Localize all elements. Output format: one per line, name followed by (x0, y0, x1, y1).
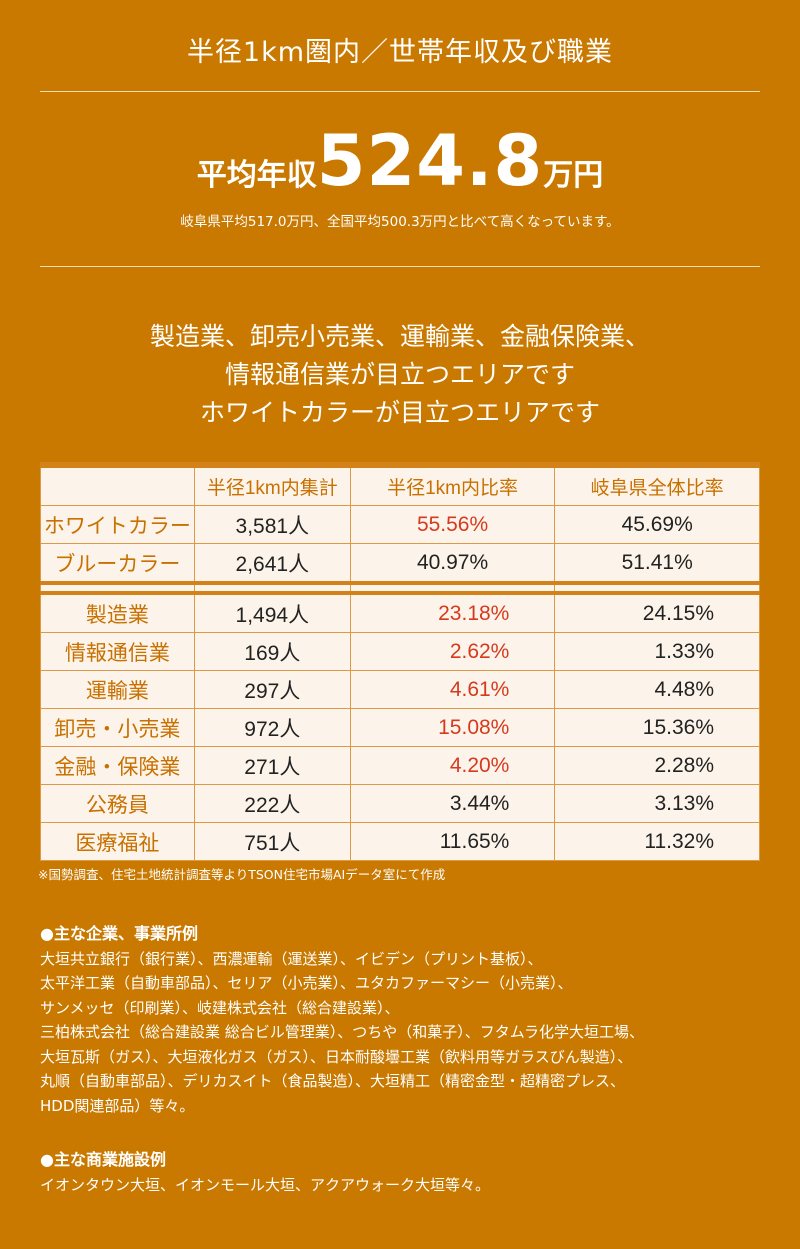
commercial-heading: ●主な商業施設例 (40, 1150, 166, 1169)
column-header: 岐阜県全体比率 (554, 464, 760, 506)
occupation-table: 半径1km内集計 半径1km内比率 岐阜県全体比率 ホワイトカラー 3,581人 55.5… (40, 462, 760, 861)
company-line: 三柏株式会社（総合建設業 総合ビル管理業）、つちや（和菓子）、フタムラ化学大垣工… (40, 1023, 645, 1041)
ratio-cell: 40.97% (349, 543, 556, 584)
count-cell: 169人 (193, 632, 351, 671)
table-row: 医療福祉 751人 11.65% 11.32% (40, 822, 760, 861)
ratio-cell: 55.56% (349, 505, 556, 544)
ratio-cell: 23.18% (349, 592, 556, 633)
companies-section: ●主な企業、事業所例大垣共立銀行（銀行業）、西濃運輸（運送業）、イビデン（プリン… (40, 922, 644, 1118)
table-row: 卸売・小売業 972人 15.08% 15.36% (40, 708, 760, 747)
headline: 製造業、卸売小売業、運輸業、金融保険業、 情報通信業が目立つエリアです ホワイト… (0, 318, 800, 432)
table-row: 金融・保険業 271人 4.20% 2.28% (40, 746, 760, 785)
company-line: HDD関連部品）等々。 (40, 1096, 195, 1115)
row-label: 情報通信業 (40, 632, 195, 671)
pref-ratio-cell: 11.32% (554, 822, 760, 861)
average-value: 524.8 (316, 120, 544, 202)
headline-line: ホワイトカラーが目立つエリアです (199, 398, 600, 427)
page-title: 半径1km圏内／世帯年収及び職業 (186, 37, 614, 68)
divider (40, 266, 760, 267)
table-row: 運輸業 297人 4.61% 4.48% (40, 670, 760, 709)
row-label: ホワイトカラー (40, 505, 195, 544)
table-row: ブルーカラー 2,641人 40.97% 51.41% (40, 543, 760, 584)
pref-ratio-cell: 2.28% (554, 746, 760, 785)
count-cell: 3,581人 (193, 505, 351, 544)
pref-ratio-cell: 1.33% (554, 632, 760, 671)
divider (40, 91, 760, 92)
company-line: サンメッセ（印刷業）、岐建株式会社（総合建設業）、 (40, 998, 400, 1017)
pref-ratio-cell: 45.69% (554, 505, 760, 544)
pref-ratio-cell: 51.41% (554, 543, 760, 584)
ratio-cell: 3.44% (349, 784, 556, 823)
commercial-line: イオンタウン大垣、イオンモール大垣、アクアウォーク大垣等々。 (40, 1175, 491, 1194)
column-header (40, 464, 195, 506)
ratio-cell: 11.65% (349, 822, 556, 861)
companies-heading: ●主な企業、事業所例 (40, 924, 198, 943)
average-note: 岐阜県平均517.0万円、全国平均500.3万円と比べて高くなっています。 (180, 214, 620, 230)
pref-ratio-cell: 24.15% (554, 592, 760, 633)
company-line: 大垣瓦斯（ガス）、大垣液化ガス（ガス）、日本耐酸壜工業（飲料用等ガラスびん製造）… (40, 1047, 633, 1066)
count-cell: 972人 (193, 708, 351, 747)
ratio-cell: 4.61% (349, 670, 556, 709)
count-cell: 222人 (193, 784, 351, 823)
table-row: 公務員 222人 3.44% 3.13% (40, 784, 760, 823)
average-income: 平均年収524.8万円 (0, 120, 800, 202)
column-header: 半径1km内比率 (349, 464, 556, 506)
row-label: ブルーカラー (40, 543, 195, 584)
source-note: ※国勢調査、住宅土地統計調査等よりTSON住宅市場AIデータ室にて作成 (38, 867, 446, 882)
row-label: 金融・保険業 (40, 746, 195, 785)
row-label: 公務員 (40, 784, 195, 823)
row-label: 医療福祉 (40, 822, 195, 861)
count-cell: 1,494人 (193, 592, 351, 633)
pref-ratio-cell: 3.13% (554, 784, 760, 823)
company-line: 丸順（自動車部品）、デリカスイト（食品製造）、大垣精工（精密金型・超精密プレス、 (40, 1072, 626, 1090)
count-cell: 271人 (193, 746, 351, 785)
row-label: 製造業 (40, 592, 195, 633)
average-label: 平均年収 (196, 158, 317, 193)
table-row: 製造業 1,494人 23.18% 24.15% (40, 592, 760, 633)
count-cell: 297人 (193, 670, 351, 709)
commercial-section: ●主な商業施設例イオンタウン大垣、イオンモール大垣、アクアウォーク大垣等々。 (40, 1148, 490, 1197)
row-label: 卸売・小売業 (40, 708, 195, 747)
average-unit: 万円 (543, 158, 604, 193)
pref-ratio-cell: 4.48% (554, 670, 760, 709)
ratio-cell: 2.62% (349, 632, 556, 671)
separator-row (40, 581, 760, 595)
company-line: 大垣共立銀行（銀行業）、西濃運輸（運送業）、イビデン（プリント基板）、 (40, 949, 543, 968)
ratio-cell: 15.08% (349, 708, 556, 747)
row-label: 運輸業 (40, 670, 195, 709)
column-header: 半径1km内集計 (193, 464, 351, 506)
count-cell: 2,641人 (193, 543, 351, 584)
headline-line: 情報通信業が目立つエリアです (224, 360, 575, 389)
header-row: 半径1km内集計 半径1km内比率 岐阜県全体比率 (40, 464, 760, 506)
headline-line: 製造業、卸売小売業、運輸業、金融保険業、 (149, 322, 650, 351)
table-row: 情報通信業 169人 2.62% 1.33% (40, 632, 760, 671)
pref-ratio-cell: 15.36% (554, 708, 760, 747)
company-line: 太平洋工業（自動車部品）、セリア（小売業）、ユタカファーマシー（小売業）、 (40, 974, 573, 992)
count-cell: 751人 (193, 822, 351, 861)
table-row: ホワイトカラー 3,581人 55.56% 45.69% (40, 505, 760, 544)
ratio-cell: 4.20% (349, 746, 556, 785)
